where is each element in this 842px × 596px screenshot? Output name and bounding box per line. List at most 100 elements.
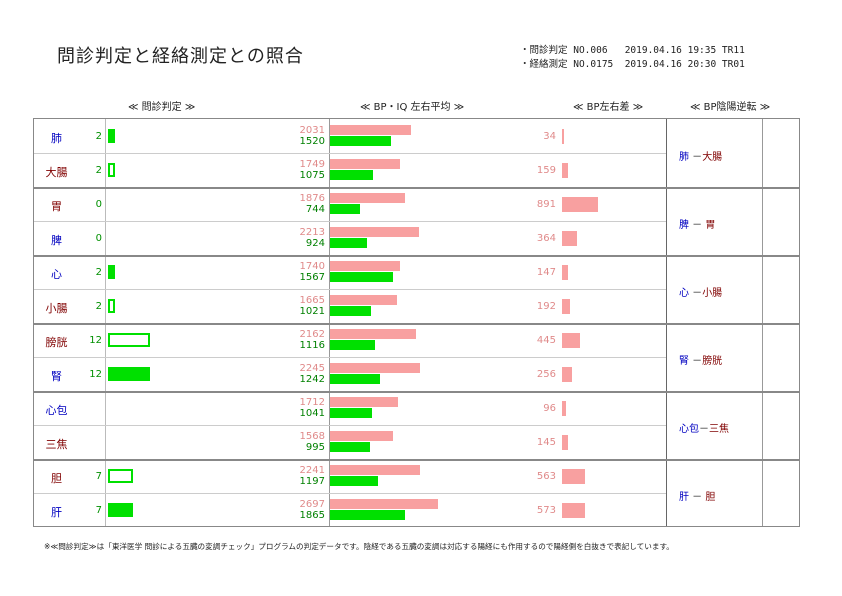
iq-bar	[330, 374, 380, 384]
table-row: 胆 7 2241 1197 563	[34, 459, 799, 493]
bp-diff-bar	[562, 367, 573, 382]
row-divider	[34, 289, 666, 290]
bp-bar	[330, 295, 397, 305]
monshin-score-bar	[108, 333, 150, 347]
meridian-record-info: ・経絡測定 NO.0175 2019.04.16 20:30 TR01	[520, 59, 745, 70]
reversal-label: 肺 －大腸	[679, 148, 722, 163]
iq-bar	[330, 408, 372, 418]
bp-diff-bar	[562, 503, 585, 518]
bp-diff-value: 445	[536, 335, 556, 346]
row-divider	[34, 187, 799, 189]
iq-bar	[330, 136, 391, 146]
reversal-separator: －	[689, 288, 703, 299]
table-row: 腎 12 2245 1242 256	[34, 357, 799, 391]
divider	[762, 119, 763, 526]
iq-bar	[330, 238, 367, 248]
bp-bar	[330, 397, 399, 407]
bp-bar	[330, 261, 400, 271]
row-divider	[34, 459, 799, 461]
row-divider	[34, 221, 666, 222]
table-row: 心 2 1740 1567 147	[34, 255, 799, 289]
bp-diff-value: 364	[536, 233, 556, 244]
reversal-label: 肝 － 胆	[679, 488, 715, 503]
reversal-yin: 心	[679, 288, 689, 299]
monshin-score-bar	[108, 299, 115, 313]
table-row: 胃 0 1876 744 891	[34, 187, 799, 221]
organ-label: 肝	[51, 506, 62, 519]
bp-diff-bar	[562, 401, 566, 416]
iq-bar	[330, 510, 405, 520]
bp-value: 1712	[299, 397, 325, 408]
footnote: ※≪問診判定≫は「東洋医学 問診による五臓の変調チェック」プログラムの判定データ…	[44, 542, 674, 551]
reversal-pair: 心 －小腸	[669, 255, 765, 323]
bp-diff-bar	[562, 163, 569, 178]
monshin-score-bar	[108, 129, 115, 143]
reversal-yang: 大腸	[702, 152, 723, 163]
organ-label: 心包	[45, 404, 68, 417]
reversal-yin: 腎	[679, 356, 689, 367]
bp-diff-value: 34	[543, 131, 556, 142]
monshin-score: 12	[89, 369, 102, 380]
table-row: 膀胱 12 2162 1116 445	[34, 323, 799, 357]
reversal-yin: 心包	[679, 424, 699, 435]
iq-bar	[330, 340, 375, 350]
bp-diff-bar	[562, 333, 580, 348]
bp-diff-value: 159	[536, 165, 556, 176]
reversal-label: 腎 －膀胱	[679, 352, 722, 367]
bp-value: 1568	[299, 431, 325, 442]
row-divider	[34, 425, 666, 426]
header-bp-average: ≪ BP・IQ 左右平均 ≫	[360, 102, 465, 113]
header-bp-reversal: ≪ BP陰陽逆転 ≫	[690, 102, 771, 113]
bp-value: 2031	[299, 125, 325, 136]
iq-bar	[330, 442, 370, 452]
row-divider	[34, 357, 666, 358]
bp-bar	[330, 159, 400, 169]
divider	[105, 119, 106, 526]
monshin-score: 0	[95, 233, 102, 244]
iq-value: 1865	[299, 510, 325, 521]
iq-bar	[330, 170, 373, 180]
monshin-score: 2	[95, 267, 102, 278]
iq-value: 1041	[299, 408, 325, 419]
bp-diff-value: 145	[536, 437, 556, 448]
bp-diff-bar	[562, 265, 568, 280]
bp-bar	[330, 329, 417, 339]
bp-diff-value: 147	[536, 267, 556, 278]
header-monshin: ≪ 問診判定 ≫	[128, 102, 196, 113]
reversal-yang: 三焦	[709, 424, 729, 435]
bp-diff-bar	[562, 469, 585, 484]
iq-value: 1075	[299, 170, 325, 181]
monshin-score-bar	[108, 469, 133, 483]
bp-value: 2241	[299, 465, 325, 476]
organ-label: 腎	[51, 370, 62, 383]
divider	[329, 119, 330, 526]
monshin-score: 7	[95, 471, 102, 482]
row-divider	[34, 391, 799, 393]
bp-diff-value: 563	[536, 471, 556, 482]
reversal-yang: 膀胱	[702, 356, 723, 367]
bp-value: 2162	[299, 329, 325, 340]
row-divider	[34, 493, 666, 494]
table-row: 大腸 2 1749 1075 159	[34, 153, 799, 187]
bp-value: 1665	[299, 295, 325, 306]
organ-label: 胆	[51, 472, 62, 485]
iq-value: 924	[305, 238, 325, 249]
reversal-separator: －	[689, 152, 703, 163]
table-row: 三焦 1568 995 145	[34, 425, 799, 459]
table-row: 肺 2 2031 1520 34	[34, 119, 799, 153]
iq-bar	[330, 476, 378, 486]
reversal-pair: 腎 －膀胱	[669, 323, 765, 391]
iq-value: 995	[305, 442, 325, 453]
comparison-table: 肺 2 2031 1520 34 大腸 2 1749 1075 159 胃 0 1876 744 891 脾 0…	[33, 118, 800, 527]
bp-diff-bar	[562, 197, 598, 212]
monshin-score: 7	[95, 505, 102, 516]
monshin-score: 2	[95, 301, 102, 312]
bp-bar	[330, 193, 406, 203]
organ-label: 小腸	[45, 302, 68, 315]
bp-bar	[330, 465, 420, 475]
bp-diff-value: 891	[536, 199, 556, 210]
iq-value: 744	[305, 204, 325, 215]
table-row: 心包 1712 1041 96	[34, 391, 799, 425]
organ-label: 胃	[51, 200, 62, 213]
organ-label: 心	[51, 268, 62, 281]
